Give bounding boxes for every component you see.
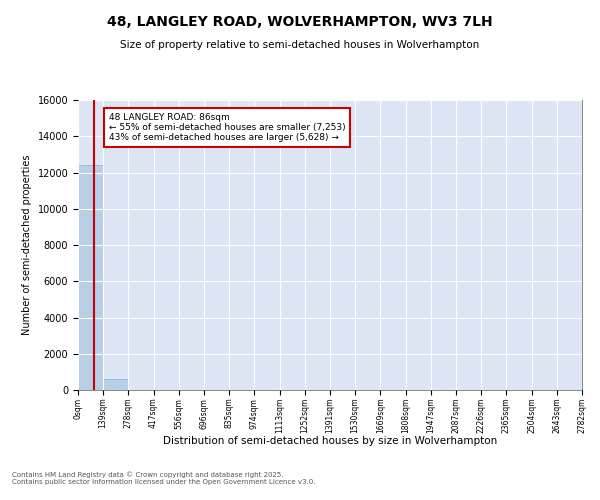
Text: Size of property relative to semi-detached houses in Wolverhampton: Size of property relative to semi-detach… [121, 40, 479, 50]
Text: 48, LANGLEY ROAD, WOLVERHAMPTON, WV3 7LH: 48, LANGLEY ROAD, WOLVERHAMPTON, WV3 7LH [107, 15, 493, 29]
Text: 48 LANGLEY ROAD: 86sqm
← 55% of semi-detached houses are smaller (7,253)
43% of : 48 LANGLEY ROAD: 86sqm ← 55% of semi-det… [109, 112, 346, 142]
Bar [78, 166, 103, 390]
X-axis label: Distribution of semi-detached houses by size in Wolverhampton: Distribution of semi-detached houses by … [163, 436, 497, 446]
Y-axis label: Number of semi-detached properties: Number of semi-detached properties [22, 155, 32, 336]
Bar [103, 379, 128, 390]
Text: Contains HM Land Registry data © Crown copyright and database right 2025.
Contai: Contains HM Land Registry data © Crown c… [12, 472, 316, 485]
